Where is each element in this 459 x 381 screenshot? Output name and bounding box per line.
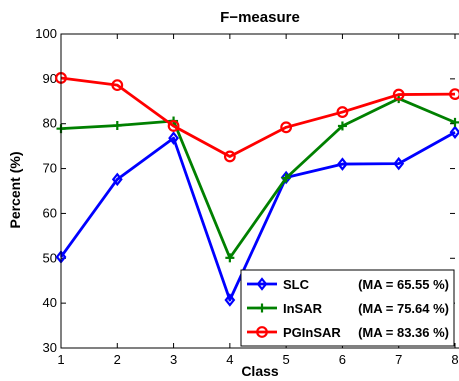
data-point: [393, 156, 405, 171]
legend-entry-slc: SLC (MA = 65.55 %): [247, 277, 449, 292]
data-point: [337, 121, 347, 131]
data-point: [111, 172, 123, 187]
x-tick-label: 1: [57, 352, 64, 367]
data-point: [168, 131, 179, 145]
legend-label: PGInSAR: [283, 325, 341, 340]
legend-ma: (MA = 65.55 %): [358, 277, 449, 292]
data-point: [112, 121, 122, 131]
x-tick-label: 4: [226, 352, 233, 367]
legend-ma: (MA = 83.36 %): [358, 325, 449, 340]
legend: SLC (MA = 65.55 %) InSAR (MA = 75.64 %) PGIn…: [240, 269, 455, 347]
y-tick-label: 80: [43, 116, 57, 131]
y-tick-label: 40: [43, 295, 57, 310]
chart-title: F−measure: [220, 9, 300, 26]
data-point: [281, 173, 291, 183]
data-point: [224, 293, 236, 307]
series-line-insar: [60, 97, 456, 260]
series-pginsar: [55, 72, 459, 163]
data-point: [223, 150, 236, 163]
data-point: [225, 253, 235, 263]
data-point: [450, 117, 459, 127]
legend-marker: [256, 326, 268, 338]
legend-ma: (MA = 75.64 %): [358, 301, 449, 316]
legend-marker: [257, 303, 267, 313]
y-axis-label: Percent (%): [7, 151, 23, 228]
data-point: [337, 157, 348, 171]
series-line-pginsar: [60, 76, 456, 158]
y-tick-label: 50: [43, 250, 57, 265]
y-tick-label: 60: [43, 205, 57, 220]
data-point: [449, 88, 459, 101]
data-point: [167, 120, 180, 132]
data-point: [449, 125, 459, 139]
series-line-slc: [59, 131, 456, 302]
legend-entry-pginsar: PGInSAR (MA = 83.36 %): [247, 325, 449, 340]
data-point: [336, 106, 349, 118]
data-point: [111, 79, 124, 92]
x-tick-label: 6: [339, 352, 346, 367]
x-tick-label: 3: [170, 352, 177, 367]
y-tick-label: 70: [43, 161, 57, 176]
data-point: [280, 121, 293, 134]
legend-label: SLC: [283, 277, 310, 292]
legend-entry-insar: InSAR (MA = 75.64 %): [247, 301, 449, 316]
x-tick-label: 8: [451, 352, 458, 367]
series-layer: [55, 72, 459, 307]
x-tick-label: 7: [395, 352, 402, 367]
x-tick-label: 2: [114, 352, 121, 367]
y-tick-label: 90: [43, 71, 57, 86]
x-tick-label: 5: [283, 352, 290, 367]
x-axis-label: Class: [241, 363, 279, 379]
data-point: [392, 88, 405, 101]
plot-frame: [60, 33, 459, 349]
y-tick-label: 100: [35, 26, 57, 41]
legend-marker: [256, 277, 268, 291]
y-tick-label: 30: [43, 340, 57, 355]
legend-label: InSAR: [283, 301, 323, 316]
